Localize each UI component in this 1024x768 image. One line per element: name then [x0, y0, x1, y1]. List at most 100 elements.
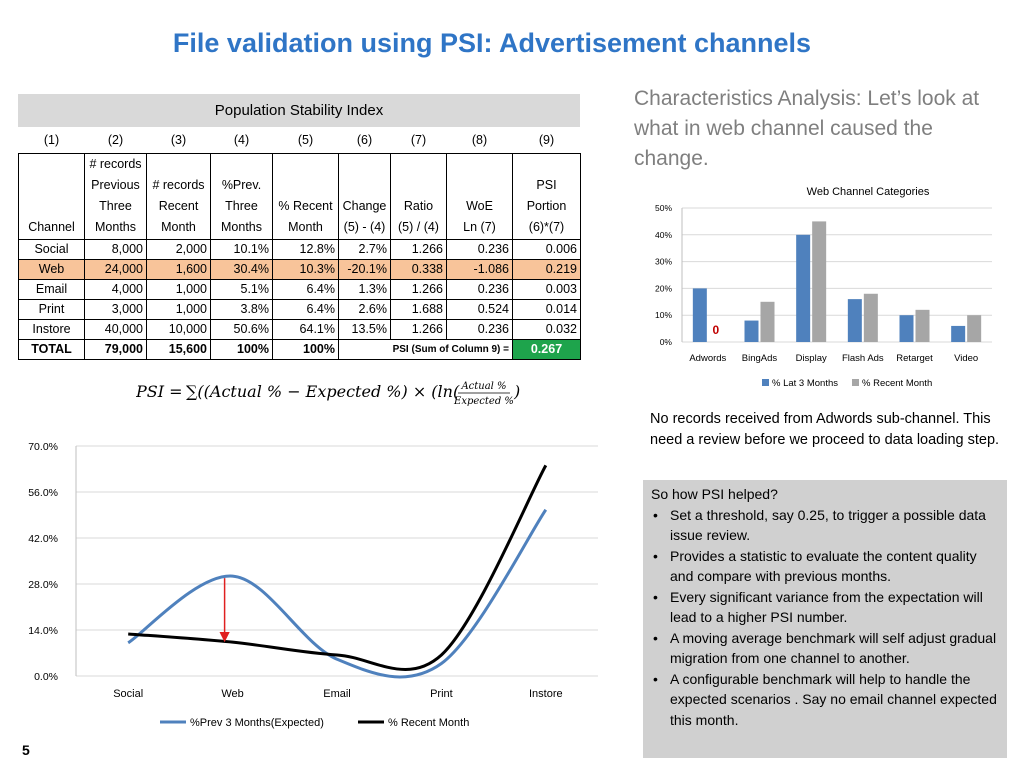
table-cell: 0.236	[446, 239, 513, 260]
column-header: WoE Ln (7)	[446, 153, 513, 240]
column-header-line: PSI	[536, 178, 557, 192]
bar	[812, 221, 827, 342]
web-channel-bar-chart: Web Channel Categories 0% 10% 20% 30% 40% 50% A…	[655, 186, 992, 389]
column-header-line: Month	[161, 220, 196, 234]
table-cell: 6.4%	[272, 279, 339, 300]
table-cell: 2.6%	[338, 299, 391, 320]
table-cell: 1,600	[146, 259, 211, 280]
table-row: Instore 40,000 10,000 50.6% 64.1% 13.5% 1.266 0…	[18, 319, 581, 340]
table-cell: 1,000	[146, 299, 211, 320]
table-row: Print 3,000 1,000 3.8% 6.4% 2.6% 1.688 0.524 0.0…	[18, 299, 581, 320]
table-cell: 8,000	[84, 239, 147, 260]
table-cell: 0.236	[446, 319, 513, 340]
column-number: (1)	[43, 133, 60, 147]
total-row: TOTAL 79,000 15,600 100% 100% PSI (Sum o…	[18, 339, 581, 360]
column-number: (7)	[410, 133, 427, 147]
column-header-line: WoE	[466, 199, 493, 213]
column-header: % Recent Month	[272, 153, 339, 240]
legend-label: % Lat 3 Months	[772, 378, 838, 389]
column-header-line: (5) / (4)	[398, 220, 439, 234]
column-header-line: Months	[95, 220, 136, 234]
y-tick-label: 0%	[660, 337, 673, 347]
column-header-line: # records	[89, 157, 142, 171]
x-tick-label: Retarget	[896, 353, 933, 364]
column-header: Channel	[18, 153, 85, 240]
column-header-line: Channel	[28, 220, 75, 234]
channel-name: Web	[18, 259, 85, 280]
table-cell: 1.3%	[338, 279, 391, 300]
list-item: Provides a statistic to evaluate the con…	[653, 546, 997, 587]
table-cell: 0.524	[446, 299, 513, 320]
channel-name: Social	[18, 239, 85, 260]
table-cell: 10,000	[146, 319, 211, 340]
column-number: (5)	[297, 133, 314, 147]
total-recent-pct: 100%	[272, 339, 339, 360]
x-tick-label: Print	[430, 688, 453, 700]
formula-suffix: )	[513, 382, 520, 401]
table-cell: 1.266	[390, 239, 447, 260]
column-header: Ratio (5) / (4)	[390, 153, 447, 240]
column-header-row: Channel # records Previous Three Months # rec…	[18, 153, 581, 240]
column-header-line: Month	[288, 220, 323, 234]
legend-label: % Recent Month	[862, 378, 932, 389]
x-tick-label: Web	[221, 688, 243, 700]
table-cell: -20.1%	[338, 259, 391, 280]
column-number: (2)	[107, 133, 124, 147]
column-header-line: % Recent	[278, 199, 333, 213]
y-tick-label: 20%	[655, 283, 672, 293]
x-tick-label: Video	[954, 353, 978, 364]
column-header-line: Previous	[91, 178, 140, 192]
table-cell: 0.236	[446, 279, 513, 300]
column-number: (4)	[233, 133, 250, 147]
x-tick-label: Flash Ads	[842, 353, 884, 364]
bar	[796, 234, 811, 342]
psi-formula: PSI = ∑((Actual % − Expected %) × (ln( A…	[136, 381, 520, 407]
column-header-line: (6)*(7)	[528, 220, 565, 234]
adwords-note: No records received from Adwords sub-cha…	[650, 411, 1000, 448]
total-prev-pct: 100%	[210, 339, 273, 360]
x-tick-label: Instore	[529, 688, 563, 700]
y-tick-label: 40%	[655, 230, 672, 240]
table-cell: 0.219	[512, 259, 581, 280]
table-cell: 1.688	[390, 299, 447, 320]
column-number: (6)	[356, 133, 373, 147]
table-cell: 1.266	[390, 279, 447, 300]
list-item: A moving average benchmark will self adj…	[653, 628, 997, 669]
table-cell: 2.7%	[338, 239, 391, 260]
legend-swatch	[762, 379, 769, 386]
column-header-line: Months	[221, 220, 262, 234]
bar	[847, 299, 862, 342]
total-recent-records: 15,600	[146, 339, 211, 360]
column-header: # records Recent Month	[146, 153, 211, 240]
formula-denominator: Expected %	[453, 396, 514, 407]
bar	[744, 320, 759, 342]
table-row: Web 24,000 1,600 30.4% 10.3% -20.1% 0.338 -1.08…	[18, 259, 581, 280]
column-header-line: Recent	[158, 199, 199, 213]
total-prev-records: 79,000	[84, 339, 147, 360]
table-cell: 10.3%	[272, 259, 339, 280]
page-title: File validation using PSI: Advertisement…	[172, 28, 812, 58]
formula-numerator: Actual %	[460, 381, 506, 392]
page-number: 5	[22, 742, 30, 758]
table-cell: 50.6%	[210, 319, 273, 340]
table-cell: 6.4%	[272, 299, 339, 320]
table-cell: 0.003	[512, 279, 581, 300]
formula-prefix: PSI =	[136, 382, 183, 401]
x-tick-label: BingAds	[742, 353, 778, 364]
psi-table-panel: Population Stability Index (1) (2) (3) (4)(…	[18, 94, 581, 360]
channel-name: Print	[18, 299, 85, 320]
y-tick-label: 30%	[655, 257, 672, 267]
column-header-line: (5) - (4)	[343, 220, 386, 234]
table-cell: 5.1%	[210, 279, 273, 300]
column-header: # records Previous Three Months	[84, 153, 147, 240]
bar	[692, 288, 707, 342]
table-cell: 0.032	[512, 319, 581, 340]
table-row: Email 4,000 1,000 5.1% 6.4% 1.3% 1.266 0.236 0.0…	[18, 279, 581, 300]
x-tick-label: Adwords	[689, 353, 726, 364]
y-tick-label: 50%	[655, 203, 672, 213]
table-cell: 3.8%	[210, 299, 273, 320]
y-tick-label: 42.0%	[28, 533, 58, 545]
psi-table-heading: Population Stability Index	[18, 94, 580, 127]
psi-benefits-box: So how PSI helped? Set a threshold, say …	[643, 480, 1007, 758]
bar	[899, 315, 914, 342]
